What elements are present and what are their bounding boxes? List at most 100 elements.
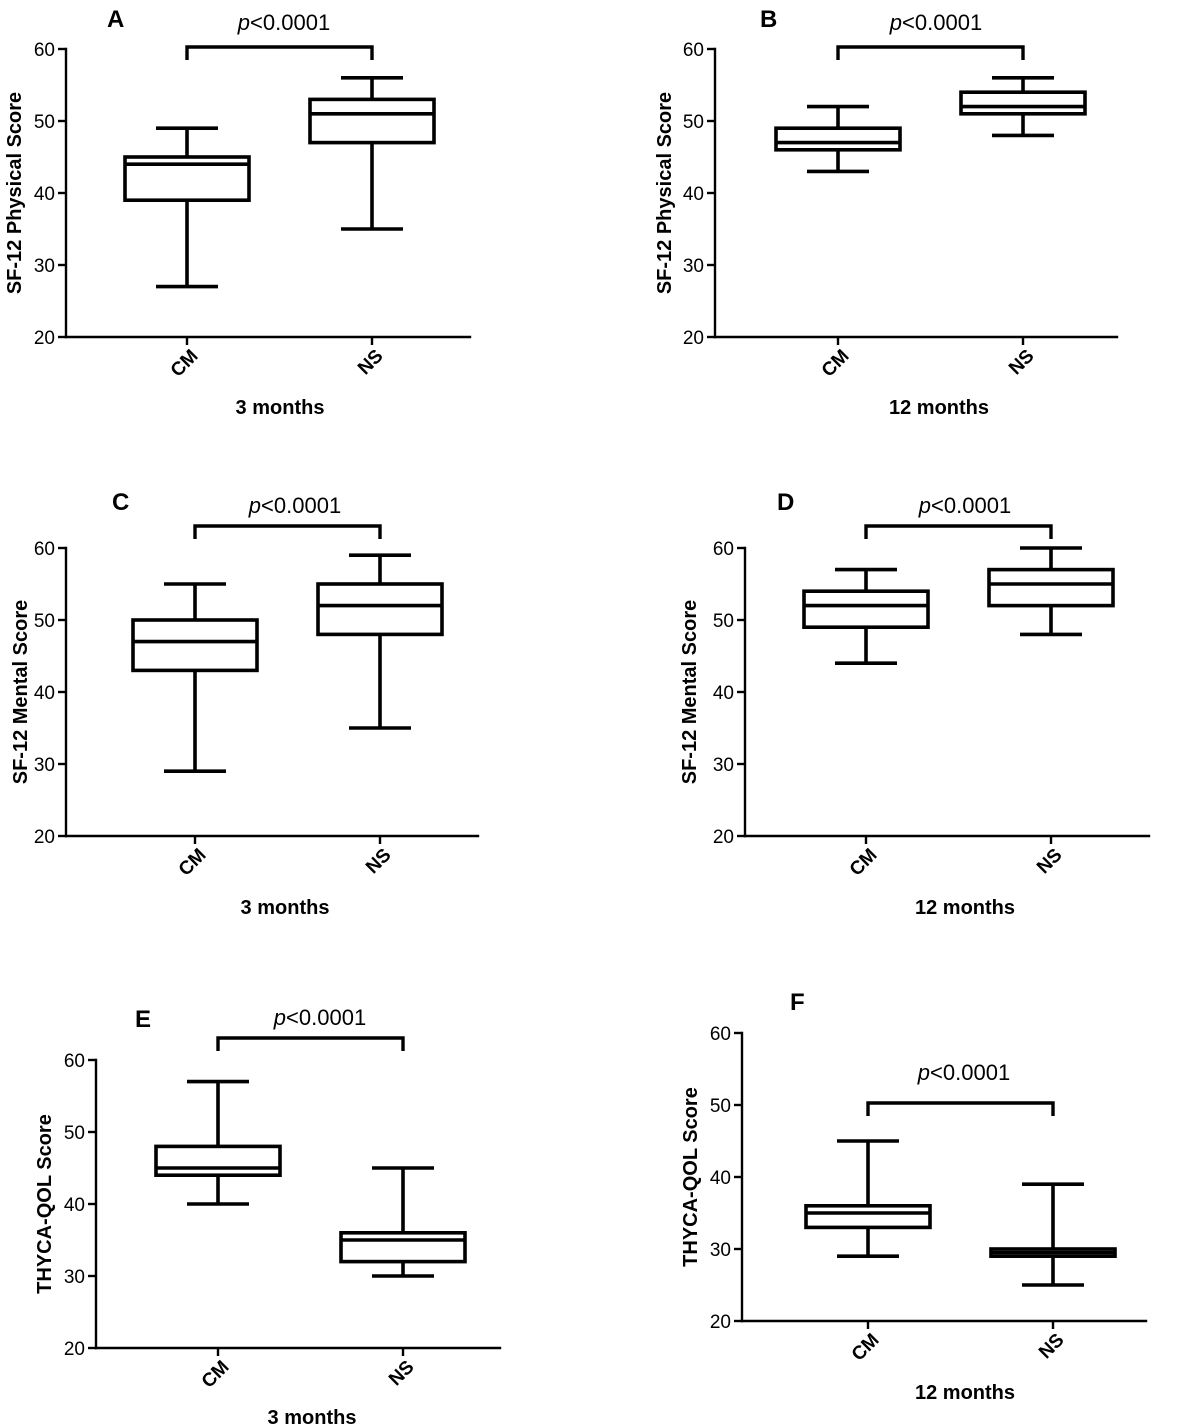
y-tick-label: 40 bbox=[64, 1195, 85, 1216]
p-symbol: p bbox=[237, 10, 250, 35]
significance-bracket bbox=[193, 524, 382, 539]
y-tick-label: 50 bbox=[64, 1123, 85, 1144]
x-axis-title: 12 months bbox=[915, 897, 1015, 919]
significance-annotation: p<0.0001 bbox=[836, 10, 1025, 60]
significance-bracket bbox=[836, 45, 1025, 60]
iqr-box bbox=[804, 1204, 932, 1230]
x-axis: CM NS 12 months bbox=[743, 834, 1151, 919]
x-axis-title: 3 months bbox=[241, 897, 330, 919]
x-tick-label-cm: CM bbox=[846, 845, 882, 881]
box-ns bbox=[339, 1166, 467, 1278]
y-tick-label: 50 bbox=[713, 611, 734, 632]
box-cm bbox=[123, 126, 251, 289]
iqr-box bbox=[774, 126, 902, 152]
panel-letter: B bbox=[760, 6, 777, 33]
x-tick-label-ns: NS bbox=[362, 845, 396, 879]
y-tick-label: 60 bbox=[710, 1024, 731, 1045]
y-axis: 20 30 40 50 60 THYCA-QOL Score bbox=[34, 1051, 98, 1360]
y-axis: 20 30 40 50 60 SF-12 Physical Score bbox=[4, 40, 68, 349]
significance-bracket bbox=[216, 1036, 405, 1051]
panel-letter: F bbox=[790, 989, 805, 1016]
significance-annotation: p<0.0001 bbox=[864, 493, 1053, 539]
y-tick-label: 60 bbox=[34, 40, 55, 61]
iqr-box bbox=[154, 1144, 282, 1178]
y-tick-label: 30 bbox=[64, 1267, 85, 1288]
x-axis-title: 3 months bbox=[236, 397, 325, 419]
p-value: <0.0001 bbox=[286, 1005, 366, 1030]
y-tick-label: 20 bbox=[710, 1312, 731, 1333]
y-axis: 20 30 40 50 60 THYCA-QOL Score bbox=[680, 1024, 744, 1333]
y-axis-title: SF-12 Physical Score bbox=[654, 92, 676, 294]
x-axis: CM NS 12 months bbox=[740, 1319, 1148, 1404]
x-axis-title: 3 months bbox=[268, 1407, 357, 1427]
significance-bracket bbox=[185, 45, 374, 60]
x-tick-label-cm: CM bbox=[848, 1330, 884, 1366]
p-value-label: p<0.0001 bbox=[917, 1060, 1010, 1085]
y-tick-label: 50 bbox=[34, 611, 55, 632]
panel-letter: A bbox=[107, 6, 124, 33]
y-axis: 20 30 40 50 60 SF-12 Physical Score bbox=[654, 40, 717, 349]
p-value-label: p<0.0001 bbox=[918, 493, 1011, 518]
p-value-label: p<0.0001 bbox=[237, 10, 330, 35]
y-tick-label: 30 bbox=[713, 755, 734, 776]
box-ns bbox=[987, 546, 1115, 637]
iqr-box bbox=[959, 90, 1087, 116]
x-tick-label-cm: CM bbox=[175, 845, 211, 881]
significance-bracket bbox=[866, 1101, 1055, 1116]
significance-annotation: p<0.0001 bbox=[193, 493, 382, 539]
iqr-box bbox=[308, 97, 436, 145]
significance-annotation: p<0.0001 bbox=[866, 1060, 1055, 1116]
iqr-box bbox=[802, 589, 930, 630]
panel-f: F 20 30 40 50 60 THYCA-QOL Score CM NS 12 months p… bbox=[680, 989, 1148, 1404]
significance-annotation: p<0.0001 bbox=[185, 10, 374, 60]
y-tick-label: 20 bbox=[64, 1339, 85, 1360]
y-axis-title: THYCA-QOL Score bbox=[680, 1087, 702, 1267]
panel-a: A 20 30 40 50 60 SF-12 Physical Score CM NS 3 mon… bbox=[4, 6, 472, 419]
p-value: <0.0001 bbox=[930, 1060, 1010, 1085]
x-tick-label-cm: CM bbox=[818, 346, 854, 382]
p-value: <0.0001 bbox=[261, 493, 341, 518]
y-axis-title: SF-12 Mental Score bbox=[10, 600, 32, 785]
iqr-box bbox=[987, 567, 1115, 608]
x-axis-title: 12 months bbox=[889, 397, 989, 419]
significance-annotation: p<0.0001 bbox=[216, 1005, 405, 1051]
x-axis: CM NS 3 months bbox=[64, 335, 472, 419]
y-tick-label: 50 bbox=[683, 112, 704, 133]
box-cm bbox=[154, 1079, 282, 1206]
p-value-label: p<0.0001 bbox=[248, 493, 341, 518]
x-tick-label-ns: NS bbox=[1005, 346, 1039, 380]
x-tick-label-ns: NS bbox=[1033, 845, 1067, 879]
box-ns bbox=[316, 553, 444, 730]
box-ns bbox=[989, 1182, 1117, 1287]
y-tick-label: 30 bbox=[710, 1240, 731, 1261]
significance-bracket bbox=[864, 524, 1053, 539]
panel-c: C 20 30 40 50 60 SF-12 Mental Score CM NS 3 month… bbox=[10, 489, 480, 919]
box-ns bbox=[308, 76, 436, 231]
panel-d: D 20 30 40 50 60 SF-12 Mental Score CM NS 12 mont… bbox=[679, 489, 1151, 919]
y-tick-label: 60 bbox=[683, 40, 704, 61]
y-tick-label: 20 bbox=[683, 328, 704, 349]
y-tick-label: 50 bbox=[710, 1096, 731, 1117]
box-cm bbox=[804, 1139, 932, 1258]
p-symbol: p bbox=[273, 1005, 286, 1030]
y-tick-label: 30 bbox=[683, 256, 704, 277]
y-axis-title: SF-12 Physical Score bbox=[4, 92, 26, 294]
y-axis: 20 30 40 50 60 SF-12 Mental Score bbox=[10, 539, 68, 848]
panel-letter: E bbox=[135, 1006, 151, 1033]
p-symbol: p bbox=[918, 493, 931, 518]
y-tick-label: 30 bbox=[34, 755, 55, 776]
y-tick-label: 60 bbox=[34, 539, 55, 560]
y-tick-label: 20 bbox=[34, 827, 55, 848]
panel-b: B 20 30 40 50 60 SF-12 Physical Score CM NS 12 mo… bbox=[654, 6, 1119, 419]
y-tick-label: 40 bbox=[683, 184, 704, 205]
y-tick-label: 60 bbox=[713, 539, 734, 560]
y-tick-label: 40 bbox=[34, 184, 55, 205]
y-axis: 20 30 40 50 60 SF-12 Mental Score bbox=[679, 539, 747, 848]
iqr-box bbox=[316, 582, 444, 637]
panel-letter: D bbox=[777, 489, 794, 516]
p-symbol: p bbox=[248, 493, 261, 518]
x-tick-label-ns: NS bbox=[1035, 1330, 1069, 1364]
x-tick-label-ns: NS bbox=[354, 346, 388, 380]
y-tick-label: 60 bbox=[64, 1051, 85, 1072]
